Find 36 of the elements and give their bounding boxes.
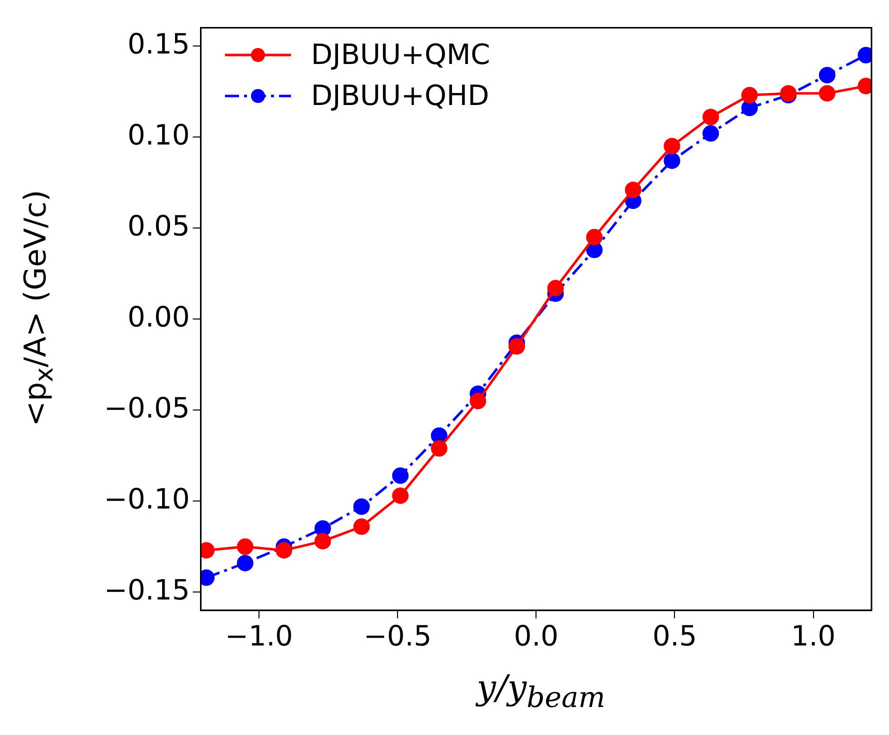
x-tick-label: −0.5 [364,619,432,652]
point [353,498,370,515]
x-tick-label: 0.5 [652,619,697,652]
point [818,66,836,84]
point [702,125,720,142]
x-tick-label: −1.0 [225,619,294,652]
legend-label: DJBUU+QHD [311,79,490,112]
y-tick-label: 0.05 [127,209,190,242]
point [353,518,370,535]
point [236,554,254,572]
point [236,538,254,555]
y-tick-label: −0.05 [104,391,190,424]
y-tick-label: 0.10 [127,118,190,152]
x-tick-label: 1.0 [791,619,836,652]
point [818,85,836,102]
point [664,138,680,154]
y-tick-label: 0.00 [127,300,190,334]
point [624,182,642,198]
legend-label: DJBUU+QMC [311,38,490,71]
x-axis-title: y/y$_{beam}$ [474,668,606,714]
point [547,280,564,296]
point [741,86,758,104]
point [314,532,331,550]
point [392,487,409,504]
point [470,392,486,410]
x-tick-label: 0.0 [514,619,558,652]
point [664,152,680,169]
y-tick-label: −0.10 [104,482,190,516]
point [702,108,720,126]
point [392,467,409,484]
y-tick-label: 0.15 [127,27,190,60]
point [430,440,448,457]
point [508,338,525,355]
point [276,542,292,559]
point [586,228,603,246]
y-tick-label: −0.15 [104,573,190,606]
